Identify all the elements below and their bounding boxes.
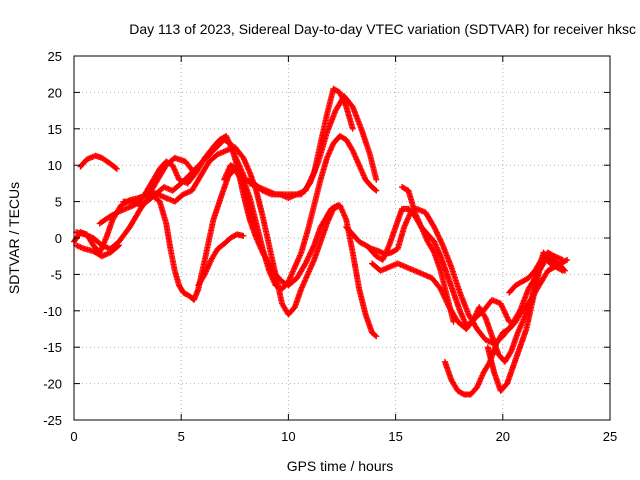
x-axis-label: GPS time / hours [287,458,394,474]
series-arc-17 [506,249,558,296]
axis-ticks [73,55,611,421]
data-point [561,267,568,274]
y-tick-label: 25 [48,49,62,64]
data-point [349,125,356,132]
data-point [551,253,558,260]
y-tick-label: 10 [48,158,62,173]
data-point [116,242,123,249]
data-point [373,187,380,194]
y-tick-label: 15 [48,122,62,137]
data-point [240,232,247,239]
series-arc-8 [195,231,247,289]
x-tick-label: 0 [70,429,77,444]
y-axis-label: SDTVAR / TECUs [6,182,22,294]
data-point [562,257,569,264]
data-point [373,333,380,340]
series-arc-10 [246,93,380,198]
y-tick-label: 5 [55,195,62,210]
y-tick-label: -20 [43,377,62,392]
series-arc-2 [77,152,120,172]
data-point [373,176,380,183]
y-tick-label: -15 [43,340,62,355]
data-point [549,252,556,259]
data-point [450,318,457,325]
chart-title: Day 113 of 2023, Sidereal Day-to-day VTE… [129,21,636,37]
data-point [112,164,119,171]
x-tick-label: 5 [178,429,185,444]
data-series [71,85,571,398]
y-tick-label: -5 [50,267,62,282]
tick-labels: 0 5 10 15 20 25 -25 -20 -15 -10 -5 0 5 10 15 20 25 [43,49,617,444]
series-arc-9 [221,133,380,292]
data-point [506,318,513,325]
y-tick-label: -10 [43,304,62,319]
data-point [564,256,571,263]
y-tick-label: 20 [48,85,62,100]
series-arc-14 [399,184,457,325]
grid-lines [74,56,610,420]
data-point [113,165,120,172]
y-tick-label: -25 [43,413,62,428]
x-tick-label: 15 [388,429,402,444]
data-point [561,266,568,273]
x-tick-label: 20 [496,429,510,444]
x-tick-label: 10 [281,429,295,444]
data-point [114,243,121,250]
y-tick-label: 0 [55,231,62,246]
data-point [372,332,379,339]
data-point [112,210,119,217]
data-point [372,186,379,193]
x-tick-label: 25 [603,429,617,444]
